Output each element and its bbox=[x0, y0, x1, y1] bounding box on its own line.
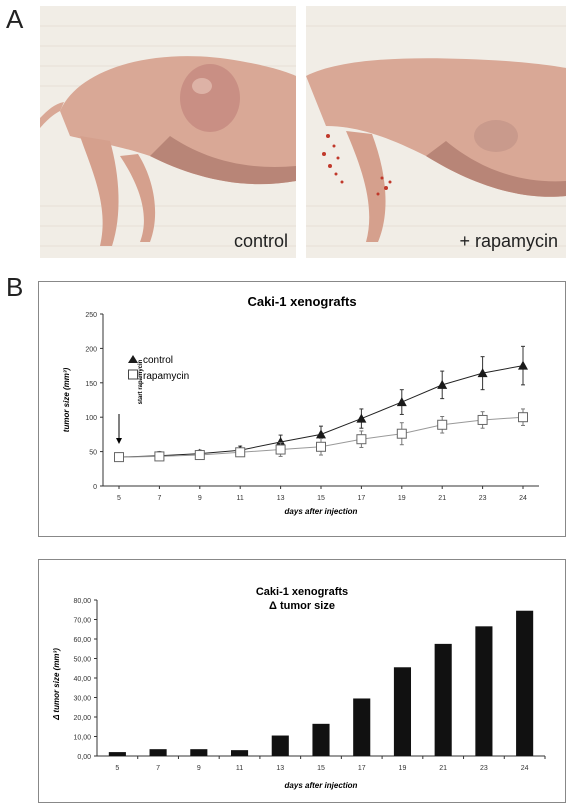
bar-day-17 bbox=[353, 698, 371, 756]
point-rapamycin bbox=[275, 444, 286, 455]
x-tick-label: 19 bbox=[398, 495, 406, 502]
x-tick-label: 17 bbox=[358, 765, 366, 772]
rapamycin-mouse-photo: + rapamycin bbox=[306, 6, 566, 258]
bar-day-9 bbox=[190, 749, 208, 756]
mouse-belly-shadow bbox=[426, 141, 566, 197]
x-tick-label: 17 bbox=[358, 495, 366, 502]
y-tick-label: 80,00 bbox=[73, 598, 91, 605]
x-tick-label: 15 bbox=[317, 765, 325, 772]
y-tick-label: 0 bbox=[93, 484, 97, 491]
x-tick-label: 9 bbox=[198, 495, 202, 502]
point-control bbox=[316, 429, 326, 439]
bar-chart-panel: Caki-1 xenografts Δ tumor size 0,00 10,00… bbox=[38, 559, 566, 803]
y-tick-label: 100 bbox=[85, 415, 97, 422]
point-rapamycin bbox=[477, 414, 488, 425]
bar-day-13 bbox=[271, 735, 289, 756]
y-tick-label: 70,00 bbox=[73, 618, 91, 625]
mouse-body bbox=[306, 58, 566, 197]
point-control bbox=[275, 436, 286, 446]
x-tick-label: 24 bbox=[519, 495, 527, 502]
tumor bbox=[474, 120, 518, 152]
x-tick-label: 5 bbox=[115, 765, 119, 772]
bar-day-11 bbox=[230, 750, 249, 756]
legend-marker-control bbox=[128, 355, 138, 363]
x-tick-label: 11 bbox=[236, 765, 243, 772]
bar-day-19 bbox=[393, 667, 412, 756]
mouse-foot bbox=[120, 154, 156, 242]
y-tick-label: 30,00 bbox=[73, 696, 91, 703]
tumor bbox=[180, 64, 240, 132]
y-axis-label: Δ tumor size (mm³) bbox=[52, 648, 61, 721]
legend-label-rapamycin: rapamycin bbox=[143, 371, 189, 382]
bar-day-15 bbox=[312, 723, 330, 756]
bar-chart: 0,00 10,00 20,00 30,00 40,00 50,00 60,00 70,00 8… bbox=[52, 598, 546, 790]
point-rapamycin bbox=[518, 412, 528, 423]
bar-day-5 bbox=[108, 752, 126, 756]
x-tick-label: 23 bbox=[479, 495, 487, 502]
y-axis-label: tumor size (mm³) bbox=[62, 367, 71, 432]
legend-label-control: control bbox=[143, 355, 173, 366]
point-rapamycin bbox=[235, 447, 246, 458]
y-tick-label: 200 bbox=[85, 346, 97, 353]
y-tick-label: 150 bbox=[85, 381, 97, 388]
mouse-belly-shadow bbox=[150, 136, 296, 185]
rapamycin-photo-label: + rapamycin bbox=[459, 231, 558, 251]
bar-day-24 bbox=[516, 610, 534, 756]
bar-day-23 bbox=[475, 626, 493, 756]
annotation-arrow-head bbox=[116, 438, 122, 444]
x-tick-label: 13 bbox=[277, 495, 285, 502]
x-tick-label: 13 bbox=[276, 765, 284, 772]
point-rapamycin bbox=[356, 434, 367, 445]
line-chart-title: Caki-1 xenografts bbox=[247, 294, 357, 309]
x-tick-label: 15 bbox=[317, 495, 325, 502]
line-chart-panel: Caki-1 xenografts 0 50 100 150 200 250 5 7 9 11 13… bbox=[38, 281, 566, 537]
x-tick-label: 24 bbox=[521, 765, 529, 772]
point-control bbox=[477, 368, 488, 378]
panel-letter-a: A bbox=[6, 4, 24, 34]
mouse-hind-leg bbox=[80, 136, 119, 246]
point-rapamycin bbox=[396, 428, 407, 439]
x-tick-label: 19 bbox=[399, 765, 407, 772]
y-tick-label: 60,00 bbox=[73, 637, 91, 644]
y-tick-label: 50 bbox=[89, 450, 97, 457]
bar-day-7 bbox=[149, 749, 167, 756]
y-tick-label: 250 bbox=[85, 312, 97, 319]
x-axis-label: days after injection bbox=[285, 507, 358, 516]
y-tick-label: 20,00 bbox=[73, 715, 91, 722]
bar-chart-title-line1: Caki-1 xenografts bbox=[255, 586, 349, 598]
annotation-label: start rapamycin bbox=[138, 359, 144, 404]
y-tick-label: 40,00 bbox=[73, 676, 91, 683]
blood-spots bbox=[322, 134, 392, 196]
x-axis-label: days after injection bbox=[285, 781, 358, 790]
point-control bbox=[518, 360, 528, 370]
x-tick-label: 7 bbox=[157, 495, 161, 502]
bar-chart-title-line2: Δ tumor size bbox=[269, 600, 335, 612]
x-tick-label: 21 bbox=[438, 495, 446, 502]
point-control bbox=[437, 379, 448, 389]
y-tick-label: 0,00 bbox=[77, 754, 91, 761]
x-tick-label: 7 bbox=[156, 765, 160, 772]
mouse-tail bbox=[40, 102, 64, 128]
point-rapamycin bbox=[154, 451, 165, 462]
x-tick-label: 21 bbox=[439, 765, 447, 772]
point-rapamycin bbox=[114, 452, 124, 463]
x-tick-label: 11 bbox=[237, 495, 244, 502]
y-tick-label: 50,00 bbox=[73, 657, 91, 664]
panel-letter-b: B bbox=[6, 272, 24, 302]
point-rapamycin bbox=[437, 419, 448, 430]
point-control bbox=[356, 413, 367, 423]
mouse-hind-leg bbox=[346, 131, 386, 242]
point-control bbox=[396, 397, 407, 407]
bar-day-21 bbox=[434, 643, 452, 756]
legend-marker-rapamycin bbox=[128, 369, 138, 380]
point-rapamycin bbox=[316, 441, 326, 452]
x-tick-label: 23 bbox=[480, 765, 488, 772]
point-rapamycin bbox=[194, 450, 205, 461]
control-mouse-photo: control bbox=[40, 6, 296, 258]
x-tick-label: 9 bbox=[197, 765, 201, 772]
x-tick-label: 5 bbox=[117, 495, 121, 502]
control-photo-label: control bbox=[233, 231, 288, 251]
y-tick-label: 10,00 bbox=[73, 735, 91, 742]
line-chart: 0 50 100 150 200 250 5 7 9 11 13 15 17 19 21 23 24 days a… bbox=[62, 312, 539, 516]
